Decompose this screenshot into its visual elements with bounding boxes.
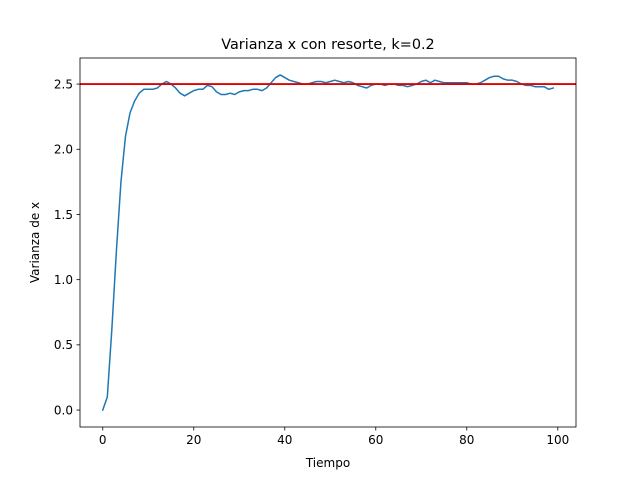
y-axis-label: Varianza de x bbox=[28, 202, 42, 283]
x-tick-label: 80 bbox=[459, 433, 474, 447]
x-tick-label: 100 bbox=[546, 433, 569, 447]
y-tick-label: 1.5 bbox=[54, 208, 73, 222]
x-tick-label: 40 bbox=[277, 433, 292, 447]
x-tick-label: 0 bbox=[99, 433, 107, 447]
y-tick-label: 0.0 bbox=[54, 403, 73, 417]
x-axis-label: Tiempo bbox=[305, 456, 350, 470]
plot-area bbox=[80, 58, 576, 427]
y-tick-label: 2.0 bbox=[54, 143, 73, 157]
x-tick-label: 60 bbox=[368, 433, 383, 447]
x-axis-ticks: 0 20 40 60 80 100 bbox=[99, 427, 569, 447]
y-axis-ticks: 0.0 0.5 1.0 1.5 2.0 2.5 bbox=[54, 77, 80, 417]
y-tick-label: 2.5 bbox=[54, 77, 73, 91]
plot-background bbox=[80, 58, 576, 427]
x-tick-label: 20 bbox=[186, 433, 201, 447]
plot-frame bbox=[79, 57, 577, 428]
y-tick-label: 1.0 bbox=[54, 273, 73, 287]
chart-title: Varianza x con resorte, k=0.2 bbox=[221, 37, 434, 53]
y-tick-label: 0.5 bbox=[54, 338, 73, 352]
